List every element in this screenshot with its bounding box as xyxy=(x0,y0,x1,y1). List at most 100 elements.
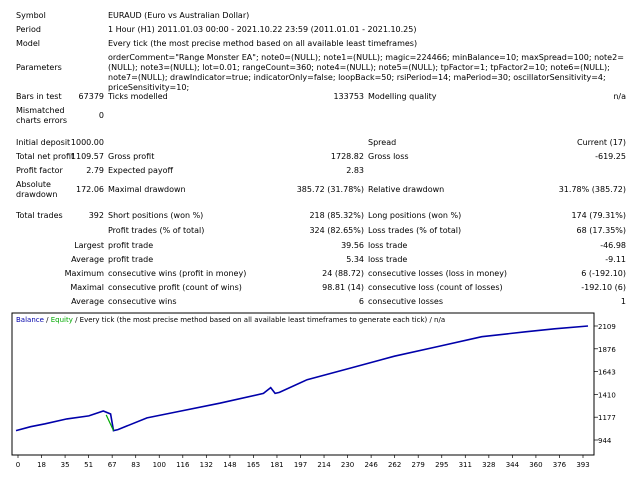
x-tick-label: 328 xyxy=(482,461,495,469)
x-tick-label: 393 xyxy=(576,461,589,469)
legend-sep: / xyxy=(44,316,51,324)
x-tick-label: 100 xyxy=(153,461,166,469)
y-axis: 2109 1876 1643 1410 1177 944 xyxy=(594,323,616,445)
quality-label: Modelling quality xyxy=(368,92,437,101)
largest-profit-label: profit trade xyxy=(108,241,154,250)
max-cons-wins-value: 24 (88.72) xyxy=(322,269,364,278)
average-loss-value: -9.11 xyxy=(605,255,626,264)
chart-lines xyxy=(15,325,589,432)
total-trades-label: Total trades xyxy=(16,211,63,220)
y-tick-label: 1410 xyxy=(598,391,616,399)
loss-trades-value: 68 (17.35%) xyxy=(576,226,626,235)
symbol-label: Symbol xyxy=(16,11,46,20)
period-label: Period xyxy=(16,25,41,34)
series-line-balance xyxy=(15,325,589,432)
series-line-equity xyxy=(105,414,115,431)
quality-value: n/a xyxy=(613,92,626,101)
short-label: Short positions (won %) xyxy=(108,211,204,220)
maximal-label: Maximal xyxy=(70,283,104,292)
symbol-value: EURAUD (Euro vs Australian Dollar) xyxy=(108,11,250,20)
avg-cons-wins-label: consecutive wins xyxy=(108,297,177,306)
x-tick-label: 262 xyxy=(388,461,401,469)
x-tick-label: 132 xyxy=(200,461,213,469)
average-label: Average xyxy=(71,255,104,264)
spread-label: Spread xyxy=(368,138,397,147)
abs-drawdown-label: Absolute drawdown xyxy=(16,180,58,199)
maximal-cons-profit-value: 98.81 (14) xyxy=(322,283,364,292)
x-tick-label: 279 xyxy=(412,461,425,469)
initial-deposit-value: 1000.00 xyxy=(70,138,104,147)
gross-profit-value: 1728.82 xyxy=(330,152,364,161)
x-tick-label: 0 xyxy=(16,461,20,469)
gross-loss-value: -619.25 xyxy=(595,152,626,161)
legend-equity: Equity xyxy=(51,316,73,324)
x-tick-label: 165 xyxy=(247,461,260,469)
average-profit-value: 5.34 xyxy=(346,255,364,264)
long-label: Long positions (won %) xyxy=(368,211,462,220)
maximal-cons-profit-label: consecutive profit (count of wins) xyxy=(108,283,242,292)
profit-factor-label: Profit factor xyxy=(16,166,63,175)
parameters-value: orderComment="Range Monster EA"; note0=(… xyxy=(108,53,624,92)
chart-frame xyxy=(11,312,595,456)
maximal-cons-loss-label: consecutive loss (count of losses) xyxy=(368,283,503,292)
x-tick-label: 311 xyxy=(459,461,472,469)
average-loss-label: loss trade xyxy=(368,255,408,264)
y-tick-label: 944 xyxy=(598,437,612,445)
avg-cons-wins-value: 6 xyxy=(358,297,364,306)
long-value: 174 (79.31%) xyxy=(571,211,626,220)
net-profit-value: 1109.57 xyxy=(70,152,104,161)
total-trades-value: 392 xyxy=(88,211,104,220)
loss-trades-label: Loss trades (% of total) xyxy=(368,226,462,235)
maximal-cons-loss-value: -192.10 (6) xyxy=(581,283,626,292)
profit-trades-value: 324 (82.65%) xyxy=(309,226,364,235)
model-label: Model xyxy=(16,39,41,48)
max-cons-wins-label: consecutive wins (profit in money) xyxy=(108,269,247,278)
spread-value: Current (17) xyxy=(576,138,626,147)
short-value: 218 (85.32%) xyxy=(309,211,364,220)
net-profit-label: Total net profit xyxy=(16,152,75,161)
largest-loss-label: loss trade xyxy=(368,241,408,250)
x-tick-label: 360 xyxy=(529,461,542,469)
x-tick-label: 376 xyxy=(553,461,567,469)
x-tick-label: 67 xyxy=(108,461,117,469)
largest-label: Largest xyxy=(74,241,104,250)
expected-payoff-label: Expected payoff xyxy=(108,166,173,175)
x-tick-label: 116 xyxy=(176,461,190,469)
x-tick-label: 148 xyxy=(223,461,236,469)
x-tick-label: 18 xyxy=(37,461,46,469)
y-tick-label: 1177 xyxy=(598,414,616,422)
expected-payoff-value: 2.83 xyxy=(346,166,364,175)
x-tick-label: 295 xyxy=(435,461,448,469)
max-drawdown-label: Maximal drawdown xyxy=(108,185,186,194)
x-tick-label: 214 xyxy=(317,461,331,469)
y-tick-label: 2109 xyxy=(598,323,616,331)
legend-rest: / Every tick (the most precise method ba… xyxy=(73,316,445,324)
x-tick-label: 344 xyxy=(506,461,520,469)
profit-factor-value: 2.79 xyxy=(86,166,104,175)
x-axis: 0 18 35 51 67 83 100 116 132 148 165 181 197 214 230 24… xyxy=(16,455,590,469)
avg-cons-losses-label: consecutive losses xyxy=(368,297,444,306)
period-value: 1 Hour (H1) 2011.01.03 00:00 - 2021.10.2… xyxy=(108,25,417,34)
bars-label: Bars in test xyxy=(16,92,62,101)
largest-loss-value: -46.98 xyxy=(600,241,626,250)
x-tick-label: 83 xyxy=(131,461,140,469)
max-cons-losses-value: 6 (-192.10) xyxy=(581,269,626,278)
profit-trades-label: Profit trades (% of total) xyxy=(108,226,205,235)
mismatched-value: 0 xyxy=(98,111,104,120)
max-cons-losses-label: consecutive losses (loss in money) xyxy=(368,269,508,278)
rel-drawdown-label: Relative drawdown xyxy=(368,185,445,194)
x-tick-label: 181 xyxy=(270,461,283,469)
parameters-label: Parameters xyxy=(16,63,62,72)
ticks-value: 133753 xyxy=(333,92,364,101)
legend-balance: Balance xyxy=(16,316,44,324)
bars-value: 67379 xyxy=(78,92,104,101)
model-value: Every tick (the most precise method base… xyxy=(108,39,418,48)
mismatched-label: Mismatched charts errors xyxy=(16,106,68,125)
rel-drawdown-value: 31.78% (385.72) xyxy=(558,185,626,194)
avg-cons-losses-value: 1 xyxy=(620,297,626,306)
gross-profit-label: Gross profit xyxy=(108,152,155,161)
x-tick-label: 35 xyxy=(61,461,70,469)
initial-deposit-label: Initial deposit xyxy=(16,138,71,147)
y-tick-label: 1643 xyxy=(598,369,616,377)
largest-profit-value: 39.56 xyxy=(341,241,364,250)
